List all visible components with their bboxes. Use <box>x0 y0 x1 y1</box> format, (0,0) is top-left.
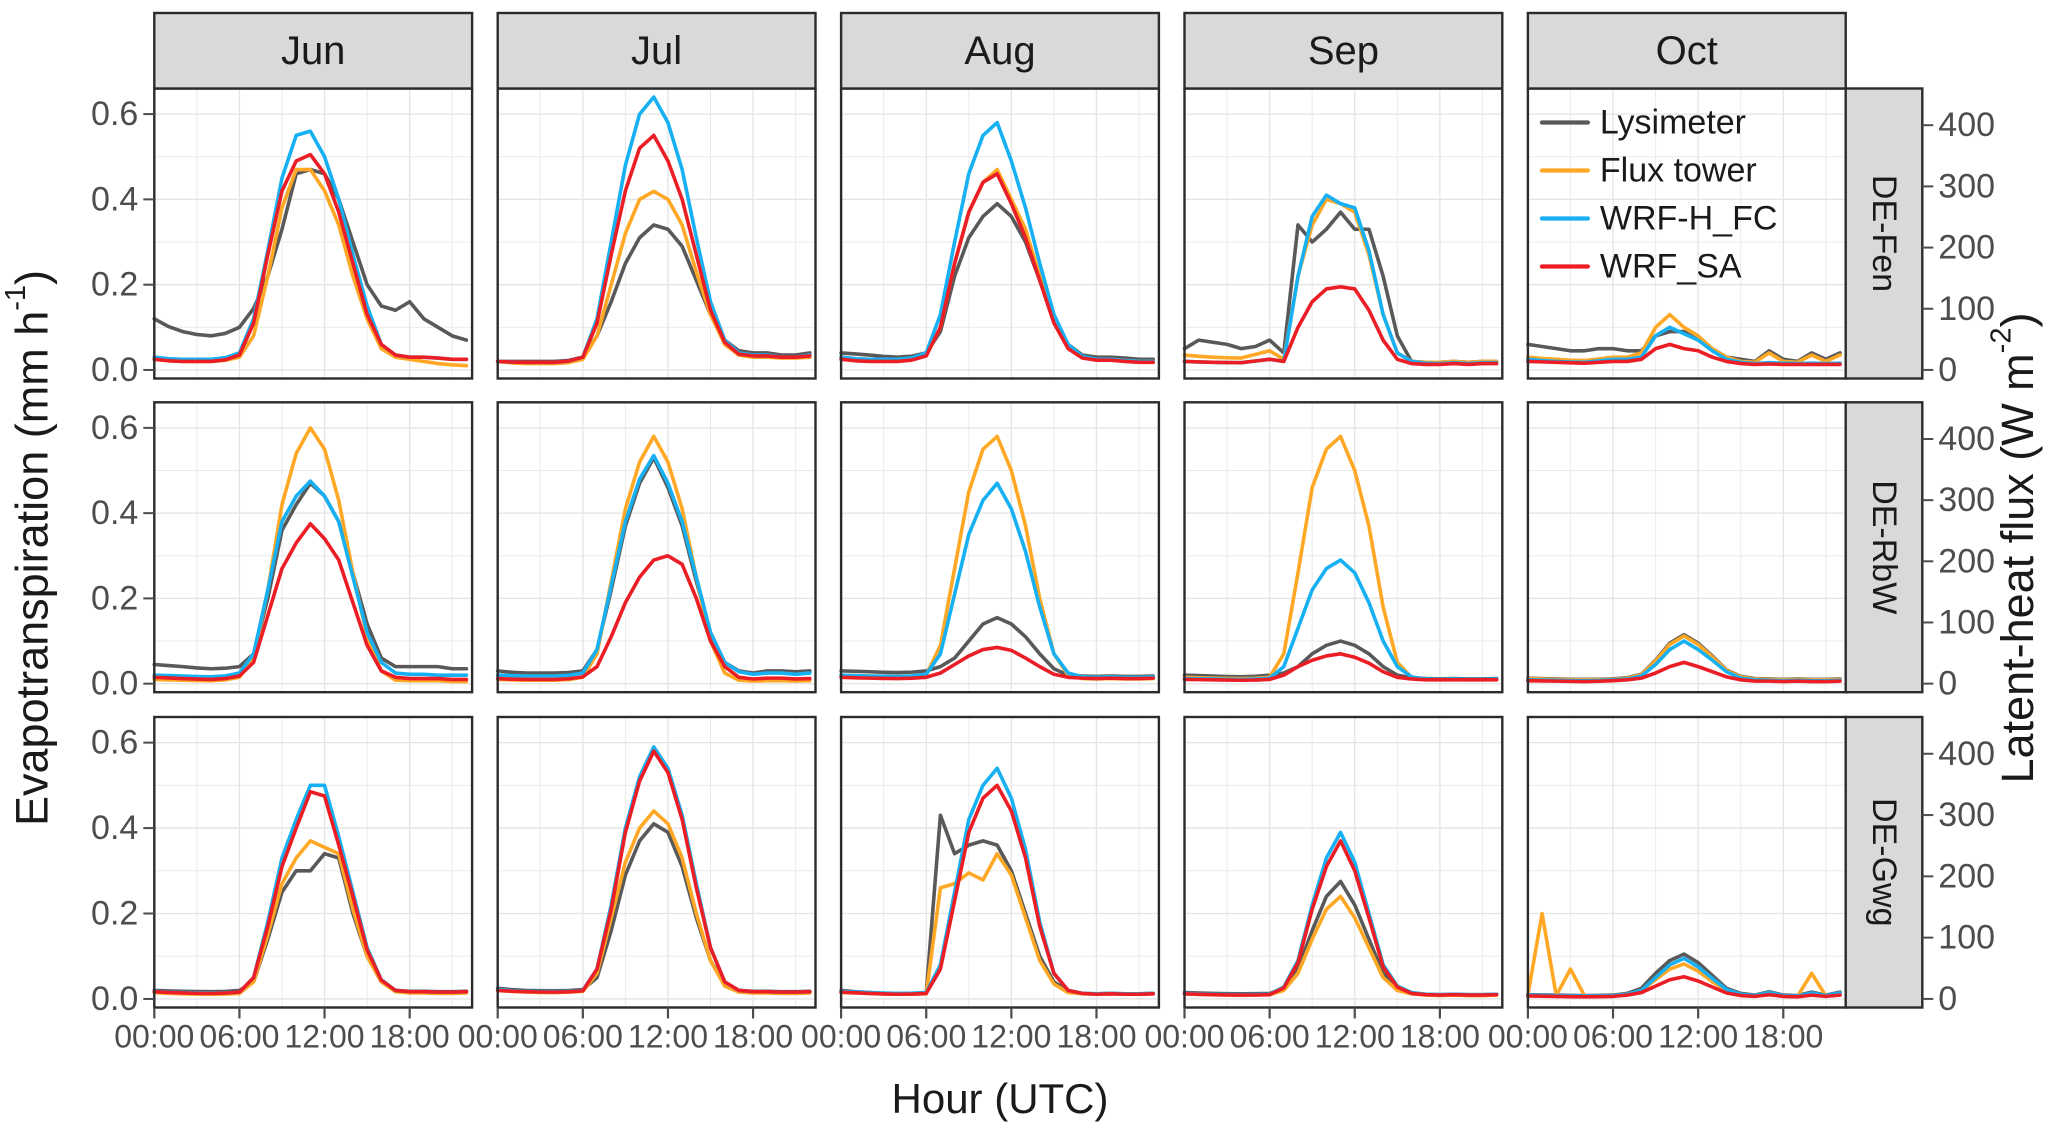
svg-text:0.4: 0.4 <box>91 809 138 847</box>
svg-text:200: 200 <box>1938 542 1995 580</box>
svg-text:WRF-H_FC: WRF-H_FC <box>1600 200 1778 238</box>
svg-text:00:00: 00:00 <box>114 1019 194 1055</box>
svg-text:0.0: 0.0 <box>91 980 138 1018</box>
svg-text:Evapotranspiration (mm h-1): Evapotranspiration (mm h-1) <box>0 270 58 826</box>
svg-text:0.2: 0.2 <box>91 266 138 304</box>
svg-text:06:00: 06:00 <box>886 1019 966 1055</box>
svg-text:300: 300 <box>1938 167 1995 205</box>
svg-text:0.0: 0.0 <box>91 665 138 703</box>
svg-text:Oct: Oct <box>1656 29 1718 73</box>
svg-text:0.6: 0.6 <box>91 724 138 762</box>
svg-text:Aug: Aug <box>964 29 1035 73</box>
svg-text:00:00: 00:00 <box>1144 1019 1224 1055</box>
svg-text:Jun: Jun <box>281 29 346 73</box>
svg-text:0.4: 0.4 <box>91 180 138 218</box>
svg-text:300: 300 <box>1938 481 1995 519</box>
svg-text:300: 300 <box>1938 796 1995 834</box>
svg-text:DE-Fen: DE-Fen <box>1865 175 1903 292</box>
svg-text:200: 200 <box>1938 229 1995 267</box>
svg-text:0.0: 0.0 <box>91 351 138 389</box>
svg-text:100: 100 <box>1938 603 1995 641</box>
svg-text:00:00: 00:00 <box>801 1019 881 1055</box>
svg-text:400: 400 <box>1938 735 1995 773</box>
svg-text:0: 0 <box>1938 665 1957 703</box>
svg-text:06:00: 06:00 <box>199 1019 279 1055</box>
svg-text:DE-RbW: DE-RbW <box>1865 480 1903 614</box>
svg-text:18:00: 18:00 <box>1056 1019 1136 1055</box>
svg-text:12:00: 12:00 <box>1658 1019 1738 1055</box>
svg-text:400: 400 <box>1938 420 1995 458</box>
svg-text:12:00: 12:00 <box>628 1019 708 1055</box>
svg-text:Hour (UTC): Hour (UTC) <box>892 1075 1109 1122</box>
svg-text:100: 100 <box>1938 290 1995 328</box>
svg-text:12:00: 12:00 <box>971 1019 1051 1055</box>
svg-text:0.2: 0.2 <box>91 579 138 617</box>
svg-text:18:00: 18:00 <box>1743 1019 1823 1055</box>
svg-text:0: 0 <box>1938 980 1957 1018</box>
svg-text:Sep: Sep <box>1308 29 1379 73</box>
svg-text:0: 0 <box>1938 351 1957 389</box>
svg-text:06:00: 06:00 <box>1573 1019 1653 1055</box>
svg-text:18:00: 18:00 <box>713 1019 793 1055</box>
svg-text:WRF_SA: WRF_SA <box>1600 248 1742 286</box>
svg-text:0.6: 0.6 <box>91 95 138 133</box>
svg-text:18:00: 18:00 <box>1400 1019 1480 1055</box>
svg-text:06:00: 06:00 <box>543 1019 623 1055</box>
svg-text:00:00: 00:00 <box>1488 1019 1568 1055</box>
svg-text:0.2: 0.2 <box>91 895 138 933</box>
svg-text:12:00: 12:00 <box>1315 1019 1395 1055</box>
svg-text:00:00: 00:00 <box>458 1019 538 1055</box>
svg-text:DE-Gwg: DE-Gwg <box>1865 798 1903 926</box>
svg-text:400: 400 <box>1938 106 1995 144</box>
svg-text:200: 200 <box>1938 857 1995 895</box>
svg-text:0.4: 0.4 <box>91 494 138 532</box>
svg-text:Latent-heat flux (W m-2): Latent-heat flux (W m-2) <box>1985 313 2043 784</box>
svg-text:100: 100 <box>1938 919 1995 957</box>
svg-text:06:00: 06:00 <box>1230 1019 1310 1055</box>
svg-text:Lysimeter: Lysimeter <box>1600 104 1746 142</box>
svg-text:0.6: 0.6 <box>91 409 138 447</box>
svg-text:Jul: Jul <box>631 29 682 73</box>
svg-text:18:00: 18:00 <box>370 1019 450 1055</box>
svg-text:Flux tower: Flux tower <box>1600 152 1757 190</box>
svg-text:12:00: 12:00 <box>285 1019 365 1055</box>
